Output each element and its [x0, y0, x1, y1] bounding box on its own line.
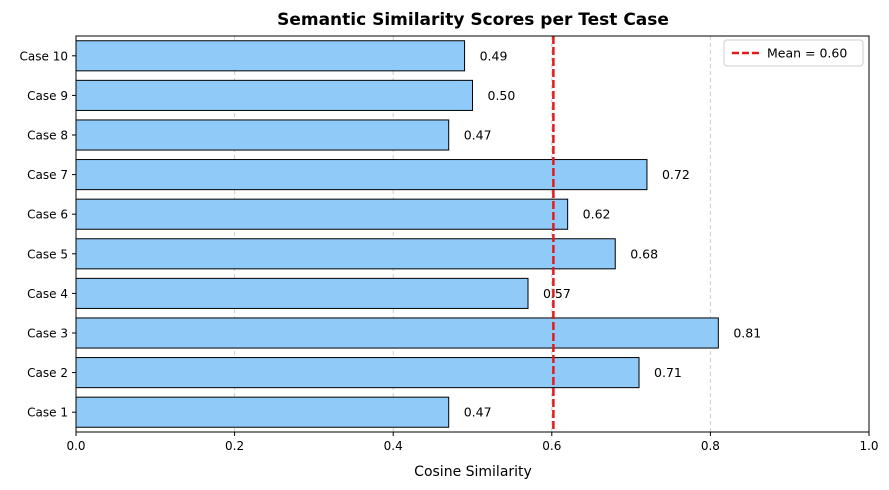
- x-axis-label: Cosine Similarity: [414, 464, 532, 480]
- y-tick-label: Case 2: [27, 366, 68, 380]
- y-tick-label: Case 4: [27, 287, 68, 301]
- bar: [75, 40, 466, 72]
- bar: [75, 238, 616, 270]
- bar-value-label: 0.71: [654, 365, 682, 380]
- bar: [75, 396, 450, 428]
- x-tick-label: 0.2: [225, 439, 244, 453]
- plot-frame: [75, 35, 870, 433]
- y-tick-label: Case 10: [20, 49, 68, 63]
- legend-mean-label: Mean = 0.60: [767, 46, 847, 61]
- y-tick-label: Case 8: [27, 129, 68, 143]
- bar-value-label: 0.57: [543, 286, 571, 301]
- bar-value-label: 0.72: [662, 167, 690, 182]
- x-axis: 0.0 0.2 0.4 0.6 0.8 1.0: [66, 432, 879, 453]
- bar-value-label: 0.49: [480, 48, 508, 63]
- bar: [75, 159, 648, 191]
- x-tick-label: 0.8: [701, 439, 720, 453]
- bar: [75, 357, 640, 389]
- y-axis: Case 1 Case 2 Case 3 Case 4 Case 5 Case 6 Case…: [20, 49, 76, 420]
- y-tick-label: Case 1: [27, 406, 68, 420]
- y-tick-label: Case 7: [27, 168, 68, 182]
- y-tick-label: Case 9: [27, 89, 68, 103]
- y-tick-label: Case 6: [27, 208, 68, 222]
- value-labels: 0.47 0.71 0.81 0.57 0.68 0.62 0.72 0.47 0.50 0.49: [464, 48, 761, 419]
- bar-value-label: 0.50: [488, 88, 516, 103]
- bar: [75, 317, 719, 349]
- bar: [75, 79, 473, 111]
- x-tick-label: 1.0: [859, 439, 878, 453]
- x-tick-label: 0.0: [66, 439, 85, 453]
- bar-value-label: 0.47: [464, 405, 492, 420]
- bar: [75, 198, 569, 230]
- legend-box: [723, 39, 864, 67]
- x-tick-label: 0.4: [384, 439, 403, 453]
- bar: [75, 119, 450, 151]
- bar: [75, 277, 529, 309]
- chart-title: Semantic Similarity Scores per Test Case: [277, 10, 669, 30]
- x-tick-label: 0.6: [542, 439, 561, 453]
- bar-value-label: 0.68: [630, 246, 658, 261]
- bar-value-label: 0.81: [733, 326, 761, 341]
- y-tick-label: Case 5: [27, 247, 68, 261]
- y-tick-label: Case 3: [27, 327, 68, 341]
- legend: Mean = 0.60: [723, 39, 864, 67]
- bars: [75, 40, 719, 428]
- bar-value-label: 0.47: [464, 128, 492, 143]
- bar-value-label: 0.62: [583, 207, 611, 222]
